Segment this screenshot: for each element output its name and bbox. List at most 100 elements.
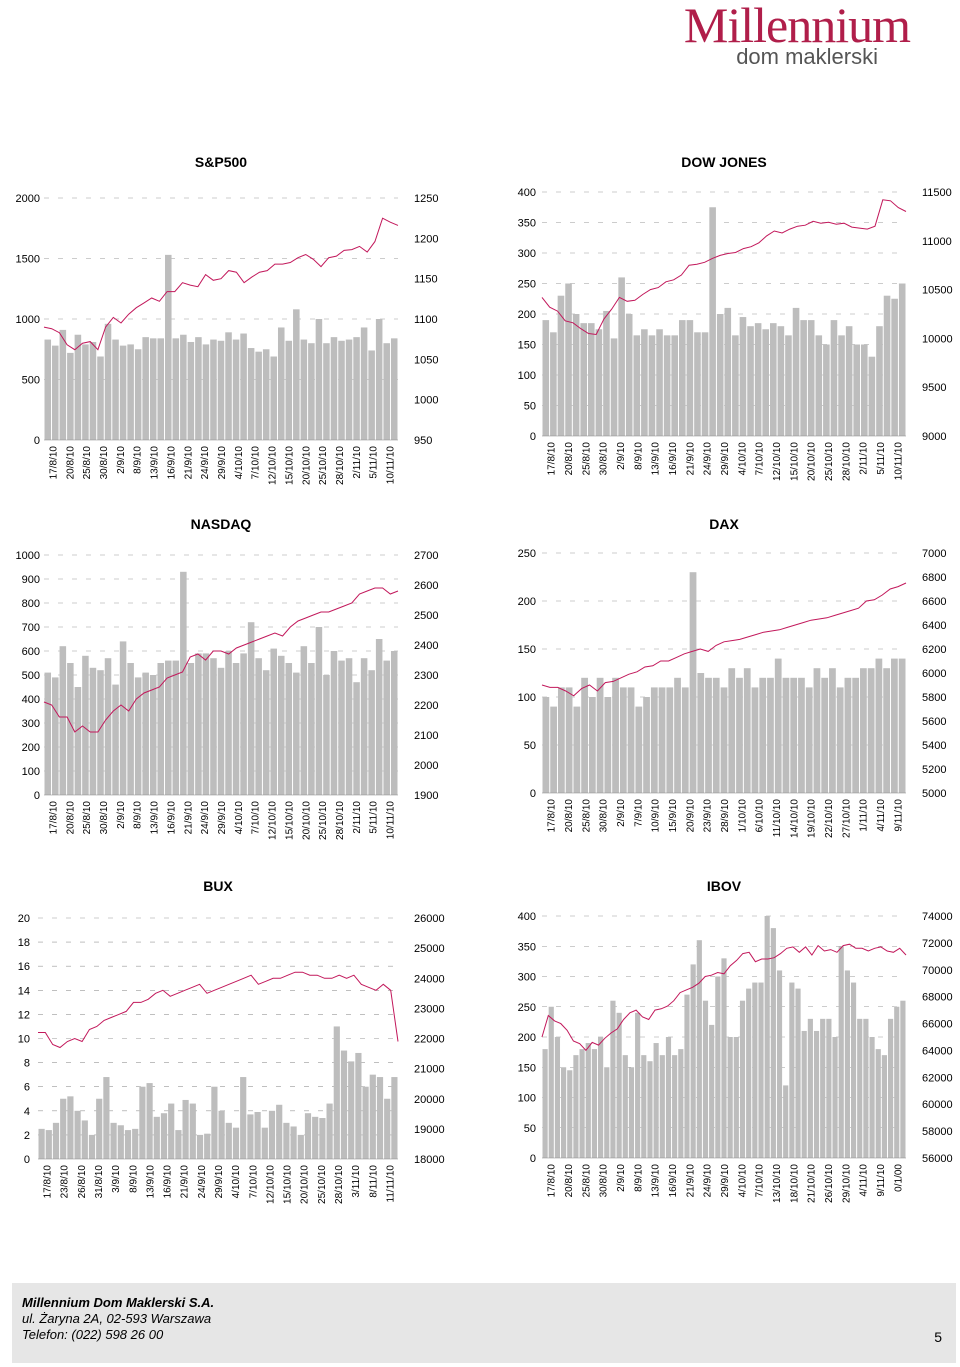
x-tick-label: 16/9/10 — [166, 446, 177, 480]
bar — [887, 1018, 894, 1158]
bar — [774, 658, 782, 793]
bar — [881, 1055, 887, 1158]
left-tick-label: 50 — [524, 401, 536, 413]
bar — [38, 1128, 45, 1159]
left-tick-label: 300 — [518, 248, 536, 260]
bar — [165, 254, 172, 440]
right-tick-label: 74000 — [922, 911, 953, 923]
bar — [565, 283, 572, 436]
right-tick-label: 2100 — [414, 730, 438, 742]
x-tick-label: 25/8/10 — [82, 801, 93, 835]
bar — [52, 677, 59, 795]
right-tick-label: 19000 — [414, 1124, 445, 1136]
bar — [845, 326, 853, 436]
left-tick-label: 2 — [24, 1130, 30, 1142]
bar — [96, 1098, 103, 1159]
charts-area: S&P5000500100015002000950100010501100115… — [16, 154, 953, 1204]
x-tick-label: 4/11/10 — [859, 1164, 870, 1197]
left-tick-label: 150 — [518, 644, 536, 656]
bar — [635, 706, 643, 793]
bar — [232, 339, 240, 440]
bar — [300, 646, 308, 795]
x-tick-label: 15/10/10 — [283, 1165, 294, 1204]
right-tick-label: 10500 — [922, 285, 953, 297]
x-tick-label: 7/10/10 — [755, 1164, 766, 1198]
bar — [595, 329, 603, 436]
bar — [326, 1103, 333, 1159]
chart-title: S&P500 — [195, 154, 247, 170]
chart-1: DOW JONES 0 50 100 150 200 250 300 350 400 9000 950… — [518, 154, 953, 481]
bar — [743, 668, 751, 793]
bar — [807, 1018, 813, 1158]
bar — [240, 333, 247, 440]
bar — [153, 1116, 160, 1159]
bar — [383, 343, 390, 440]
bar — [345, 339, 353, 440]
bar — [353, 337, 360, 440]
bar — [739, 1000, 746, 1158]
x-tick-label: 20/10/10 — [807, 442, 818, 481]
bar — [567, 1070, 573, 1158]
bar — [875, 658, 883, 793]
right-tick-label: 7000 — [922, 548, 946, 560]
x-tick-label: 0/1/00 — [893, 1164, 904, 1192]
right-tick-label: 2000 — [414, 760, 438, 772]
bar — [832, 1037, 838, 1158]
bar — [733, 1037, 739, 1158]
bar — [572, 314, 580, 436]
right-tick-label: 5200 — [922, 764, 946, 776]
left-tick-label: 400 — [22, 694, 40, 706]
x-tick-label: 20/10/10 — [301, 801, 312, 840]
right-tick-label: 66000 — [922, 1019, 953, 1031]
bar — [542, 697, 550, 793]
bar — [340, 1050, 348, 1159]
bar — [217, 667, 225, 795]
chart-4: BUX 0 2 4 6 8 10 12 14 16 18 20 18000 19000 20000 21000… — [18, 878, 445, 1204]
left-tick-label: 6 — [24, 1082, 30, 1094]
right-tick-label: 25000 — [414, 943, 445, 955]
bar — [588, 323, 595, 436]
x-tick-label: 20/10/10 — [300, 1165, 311, 1204]
bar — [127, 663, 134, 795]
x-tick-label: 8/9/10 — [633, 1164, 644, 1192]
bar — [232, 663, 240, 795]
bar — [217, 340, 225, 440]
index-line — [38, 971, 399, 1049]
left-tick-label: 400 — [518, 187, 536, 199]
right-tick-label: 1100 — [414, 314, 438, 326]
x-tick-label: 20/8/10 — [564, 1164, 575, 1198]
bar — [175, 1130, 182, 1159]
bar — [857, 1018, 863, 1158]
bar — [218, 1110, 225, 1159]
bar — [362, 1086, 369, 1159]
x-tick-label: 13/9/10 — [150, 446, 161, 480]
bar — [826, 1018, 832, 1158]
x-tick-label: 2/11/10 — [859, 442, 870, 475]
right-tick-label: 5600 — [922, 716, 946, 728]
bar — [134, 349, 142, 440]
bar — [330, 651, 338, 795]
bar — [187, 341, 195, 440]
chart-0: S&P500 0 500 1000 1500 2000 950 1000 1050 1100 115… — [16, 154, 439, 485]
bar — [783, 1085, 789, 1158]
bar — [211, 1086, 218, 1159]
bar — [853, 344, 860, 436]
bar — [656, 329, 663, 436]
bar — [789, 982, 795, 1158]
x-tick-label: 25/10/10 — [318, 801, 329, 840]
right-tick-label: 64000 — [922, 1045, 953, 1057]
bar — [663, 335, 671, 436]
left-tick-label: 500 — [22, 670, 40, 682]
left-tick-label: 150 — [518, 340, 536, 352]
x-tick-label: 12/10/10 — [268, 801, 279, 840]
right-tick-label: 1000 — [414, 395, 438, 407]
x-tick-label: 9/11/10 — [893, 799, 904, 832]
bar — [82, 344, 89, 440]
bar — [285, 663, 293, 795]
bar — [580, 323, 587, 436]
x-tick-label: 4/10/10 — [231, 1165, 242, 1199]
x-tick-label: 7/10/10 — [248, 1165, 259, 1199]
bar — [758, 982, 764, 1158]
x-tick-label: 26/8/10 — [77, 1165, 88, 1199]
bar — [139, 1086, 146, 1159]
